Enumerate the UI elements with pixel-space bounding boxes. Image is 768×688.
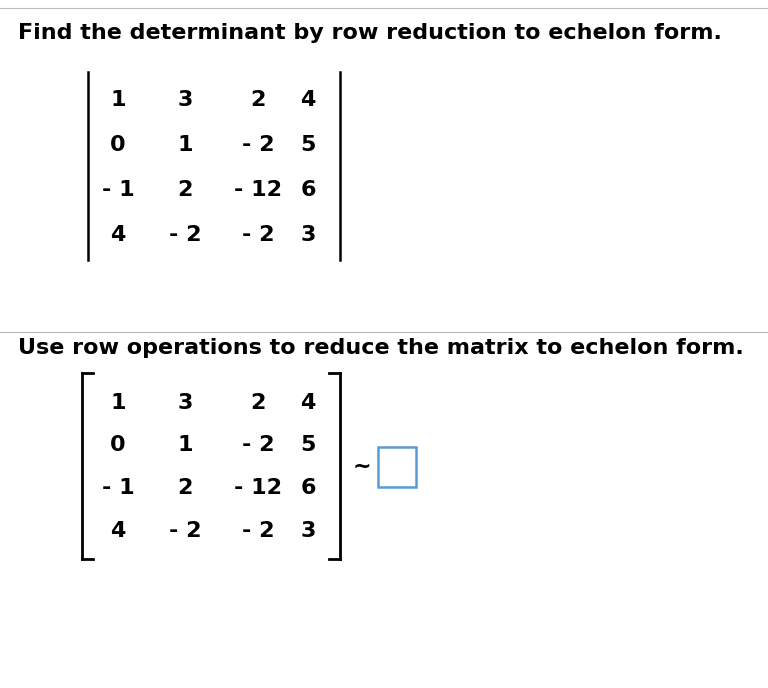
Text: 1: 1 bbox=[111, 393, 126, 413]
Text: 4: 4 bbox=[300, 90, 316, 110]
Text: 4: 4 bbox=[111, 521, 126, 541]
Text: - 12: - 12 bbox=[234, 478, 282, 498]
Text: 6: 6 bbox=[300, 478, 316, 498]
Text: - 12: - 12 bbox=[234, 180, 282, 200]
Text: 2: 2 bbox=[250, 393, 266, 413]
Text: 2: 2 bbox=[250, 90, 266, 110]
Text: ~: ~ bbox=[353, 457, 371, 477]
Text: 4: 4 bbox=[300, 393, 316, 413]
Text: 2: 2 bbox=[177, 180, 193, 200]
Text: 2: 2 bbox=[177, 478, 193, 498]
Text: 6: 6 bbox=[300, 180, 316, 200]
Text: Find the determinant by row reduction to echelon form.: Find the determinant by row reduction to… bbox=[18, 23, 722, 43]
Text: 3: 3 bbox=[177, 90, 193, 110]
Text: - 2: - 2 bbox=[242, 521, 274, 541]
Text: 1: 1 bbox=[111, 90, 126, 110]
Text: 0: 0 bbox=[110, 435, 126, 455]
Text: - 2: - 2 bbox=[242, 225, 274, 245]
Text: 3: 3 bbox=[300, 521, 316, 541]
Text: 3: 3 bbox=[177, 393, 193, 413]
Text: 0: 0 bbox=[110, 135, 126, 155]
Text: - 2: - 2 bbox=[169, 225, 201, 245]
Bar bbox=[378, 447, 416, 487]
Text: - 2: - 2 bbox=[242, 135, 274, 155]
Text: Use row operations to reduce the matrix to echelon form.: Use row operations to reduce the matrix … bbox=[18, 338, 743, 358]
Text: 4: 4 bbox=[111, 225, 126, 245]
Text: - 2: - 2 bbox=[169, 521, 201, 541]
Text: 3: 3 bbox=[300, 225, 316, 245]
Text: 5: 5 bbox=[300, 435, 316, 455]
Text: 5: 5 bbox=[300, 135, 316, 155]
Text: 1: 1 bbox=[177, 135, 193, 155]
Text: - 1: - 1 bbox=[101, 478, 134, 498]
Text: 1: 1 bbox=[177, 435, 193, 455]
Text: - 1: - 1 bbox=[101, 180, 134, 200]
Text: - 2: - 2 bbox=[242, 435, 274, 455]
